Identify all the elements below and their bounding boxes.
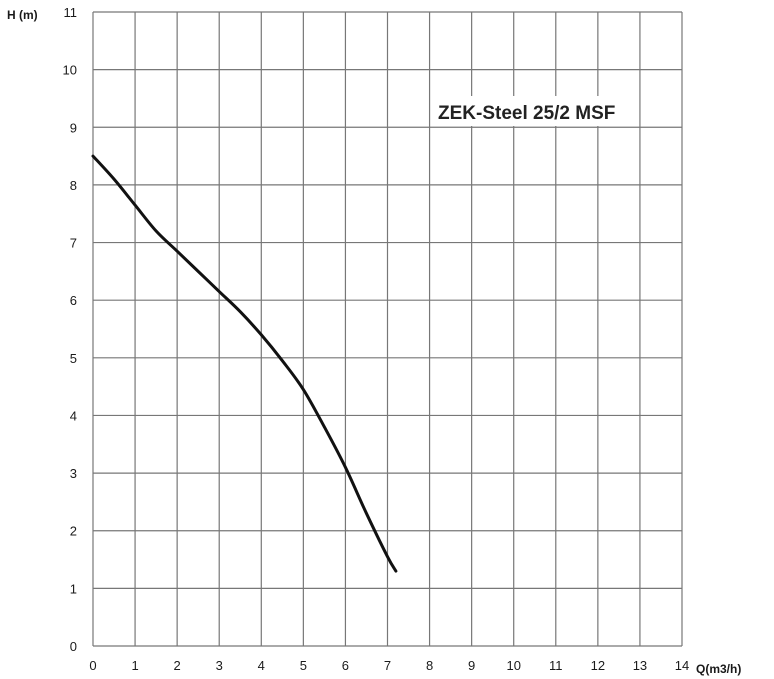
y-tick-label: 9: [70, 120, 77, 135]
y-tick-label: 5: [70, 351, 77, 366]
x-tick-label: 7: [384, 658, 391, 673]
x-tick-label: 6: [342, 658, 349, 673]
y-tick-label: 10: [63, 63, 77, 78]
y-tick-label: 8: [70, 178, 77, 193]
x-tick-label: 2: [174, 658, 181, 673]
x-tick-label: 12: [591, 658, 605, 673]
x-tick-label: 11: [549, 658, 563, 673]
y-tick-label: 7: [70, 236, 77, 251]
x-tick-label: 8: [426, 658, 433, 673]
chart-title: ZEK-Steel 25/2 MSF: [438, 103, 615, 124]
y-tick-label: 3: [70, 466, 77, 481]
x-tick-label: 9: [468, 658, 475, 673]
x-tick-label: 5: [300, 658, 307, 673]
x-axis-label: Q(m3/h): [696, 662, 741, 676]
grid: [92, 11, 683, 647]
y-tick-labels: 0 1 2 3 4 5 6 7 8 9 10 11: [63, 5, 77, 654]
x-tick-label: 0: [89, 658, 96, 673]
y-tick-label: 4: [70, 408, 77, 423]
y-axis-label: H (m): [7, 8, 38, 22]
x-tick-label: 1: [131, 658, 138, 673]
y-tick-label: 11: [64, 5, 78, 20]
y-tick-label: 6: [70, 293, 77, 308]
x-tick-label: 13: [633, 658, 647, 673]
x-tick-labels: 0 1 2 3 4 5 6 7 8 9 10 11 12 13 14: [89, 658, 689, 673]
x-tick-label: 3: [216, 658, 223, 673]
y-tick-label: 0: [70, 639, 77, 654]
x-tick-label: 10: [506, 658, 520, 673]
y-tick-label: 1: [70, 581, 77, 596]
series-line: [91, 154, 398, 573]
x-tick-label: 4: [258, 658, 265, 673]
title-background: [432, 96, 635, 126]
y-tick-label: 2: [70, 524, 77, 539]
x-tick-label: 14: [675, 658, 689, 673]
